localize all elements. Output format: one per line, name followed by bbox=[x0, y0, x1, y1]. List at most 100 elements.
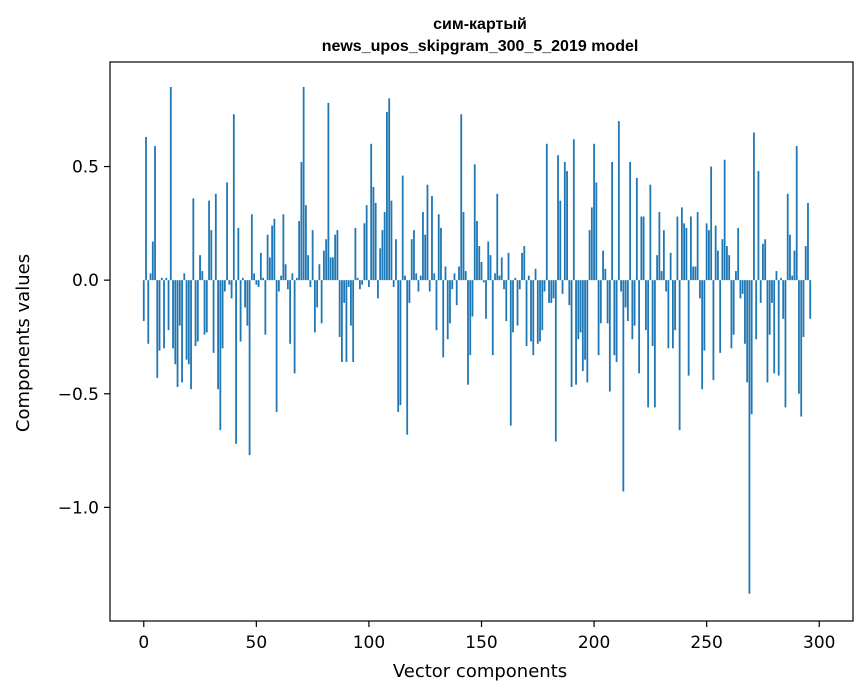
bar bbox=[379, 248, 382, 281]
bar bbox=[383, 211, 386, 281]
bar bbox=[284, 264, 287, 281]
bar bbox=[147, 280, 150, 344]
bar bbox=[167, 280, 170, 331]
bar bbox=[248, 280, 251, 456]
bar bbox=[424, 234, 427, 281]
bar bbox=[804, 246, 807, 281]
bar bbox=[462, 211, 465, 281]
bar bbox=[699, 280, 701, 299]
bar bbox=[399, 280, 402, 406]
bar bbox=[199, 255, 201, 281]
bar bbox=[395, 239, 397, 281]
bar bbox=[793, 250, 796, 281]
bar bbox=[212, 280, 215, 353]
bar bbox=[246, 280, 249, 326]
bar bbox=[455, 280, 458, 306]
bar bbox=[473, 164, 476, 281]
bar bbox=[521, 252, 523, 281]
bar bbox=[295, 277, 298, 281]
x-axis-ticks: 0 50 100 150 200 250 300 bbox=[138, 621, 835, 653]
bar bbox=[755, 280, 758, 340]
bar bbox=[633, 280, 636, 326]
bar bbox=[350, 280, 352, 326]
bar bbox=[523, 246, 526, 281]
bar bbox=[268, 257, 271, 281]
bar bbox=[406, 280, 409, 435]
bar bbox=[685, 227, 688, 281]
bar bbox=[302, 87, 305, 281]
bar bbox=[300, 161, 303, 281]
bar bbox=[586, 280, 589, 383]
bar bbox=[590, 207, 593, 281]
bar bbox=[464, 271, 467, 281]
bar bbox=[482, 280, 485, 283]
bar bbox=[631, 280, 634, 340]
bar bbox=[158, 280, 161, 351]
bar bbox=[764, 239, 767, 281]
bar bbox=[762, 243, 764, 281]
bar bbox=[363, 223, 366, 281]
bar bbox=[622, 280, 625, 492]
bar bbox=[372, 186, 375, 281]
bar bbox=[780, 277, 782, 281]
bar bbox=[368, 280, 370, 287]
bar bbox=[554, 280, 557, 442]
bar bbox=[563, 161, 566, 281]
bar bbox=[183, 273, 186, 281]
bar bbox=[392, 280, 395, 287]
bar bbox=[160, 277, 163, 281]
bar bbox=[219, 280, 222, 431]
bar bbox=[277, 280, 280, 292]
x-tick-label: 250 bbox=[690, 633, 722, 653]
bar bbox=[381, 230, 384, 281]
bar bbox=[543, 280, 546, 292]
bar bbox=[602, 250, 604, 281]
bar bbox=[536, 280, 539, 344]
bar bbox=[662, 230, 665, 281]
bar bbox=[149, 273, 152, 281]
bar bbox=[304, 205, 307, 281]
bar bbox=[437, 214, 440, 281]
bar bbox=[489, 255, 492, 281]
bar bbox=[620, 280, 622, 292]
bar bbox=[615, 280, 618, 362]
bar bbox=[165, 277, 168, 281]
bar bbox=[404, 275, 406, 281]
bar bbox=[413, 230, 415, 281]
bar bbox=[737, 227, 740, 281]
chart-title: сим-картый bbox=[433, 16, 527, 33]
bar bbox=[692, 266, 695, 281]
bar bbox=[181, 280, 183, 383]
bar bbox=[244, 280, 246, 308]
bar bbox=[541, 280, 544, 331]
bar bbox=[255, 280, 258, 285]
bar bbox=[442, 280, 445, 358]
bar bbox=[347, 280, 350, 287]
bar bbox=[365, 205, 368, 281]
bar bbox=[644, 280, 647, 331]
x-axis-label: Vector components bbox=[393, 661, 567, 682]
bar bbox=[154, 146, 156, 281]
bar bbox=[187, 280, 190, 365]
y-tick-label: 0.5 bbox=[72, 158, 99, 178]
bar bbox=[329, 257, 332, 281]
y-axis-label: Components values bbox=[13, 254, 34, 432]
bar bbox=[505, 280, 508, 322]
bar bbox=[237, 227, 240, 281]
bar bbox=[757, 171, 760, 281]
bar bbox=[735, 271, 737, 281]
bar bbox=[419, 275, 422, 281]
bar bbox=[451, 280, 454, 290]
bar bbox=[428, 280, 431, 292]
bar bbox=[232, 114, 235, 281]
bar bbox=[665, 280, 668, 292]
bar bbox=[156, 280, 159, 378]
bar bbox=[190, 280, 192, 390]
bar bbox=[674, 280, 677, 331]
bar bbox=[570, 280, 573, 387]
bar bbox=[253, 273, 255, 281]
bar bbox=[626, 280, 629, 322]
bar bbox=[374, 202, 377, 281]
x-tick-label: 300 bbox=[803, 633, 835, 653]
